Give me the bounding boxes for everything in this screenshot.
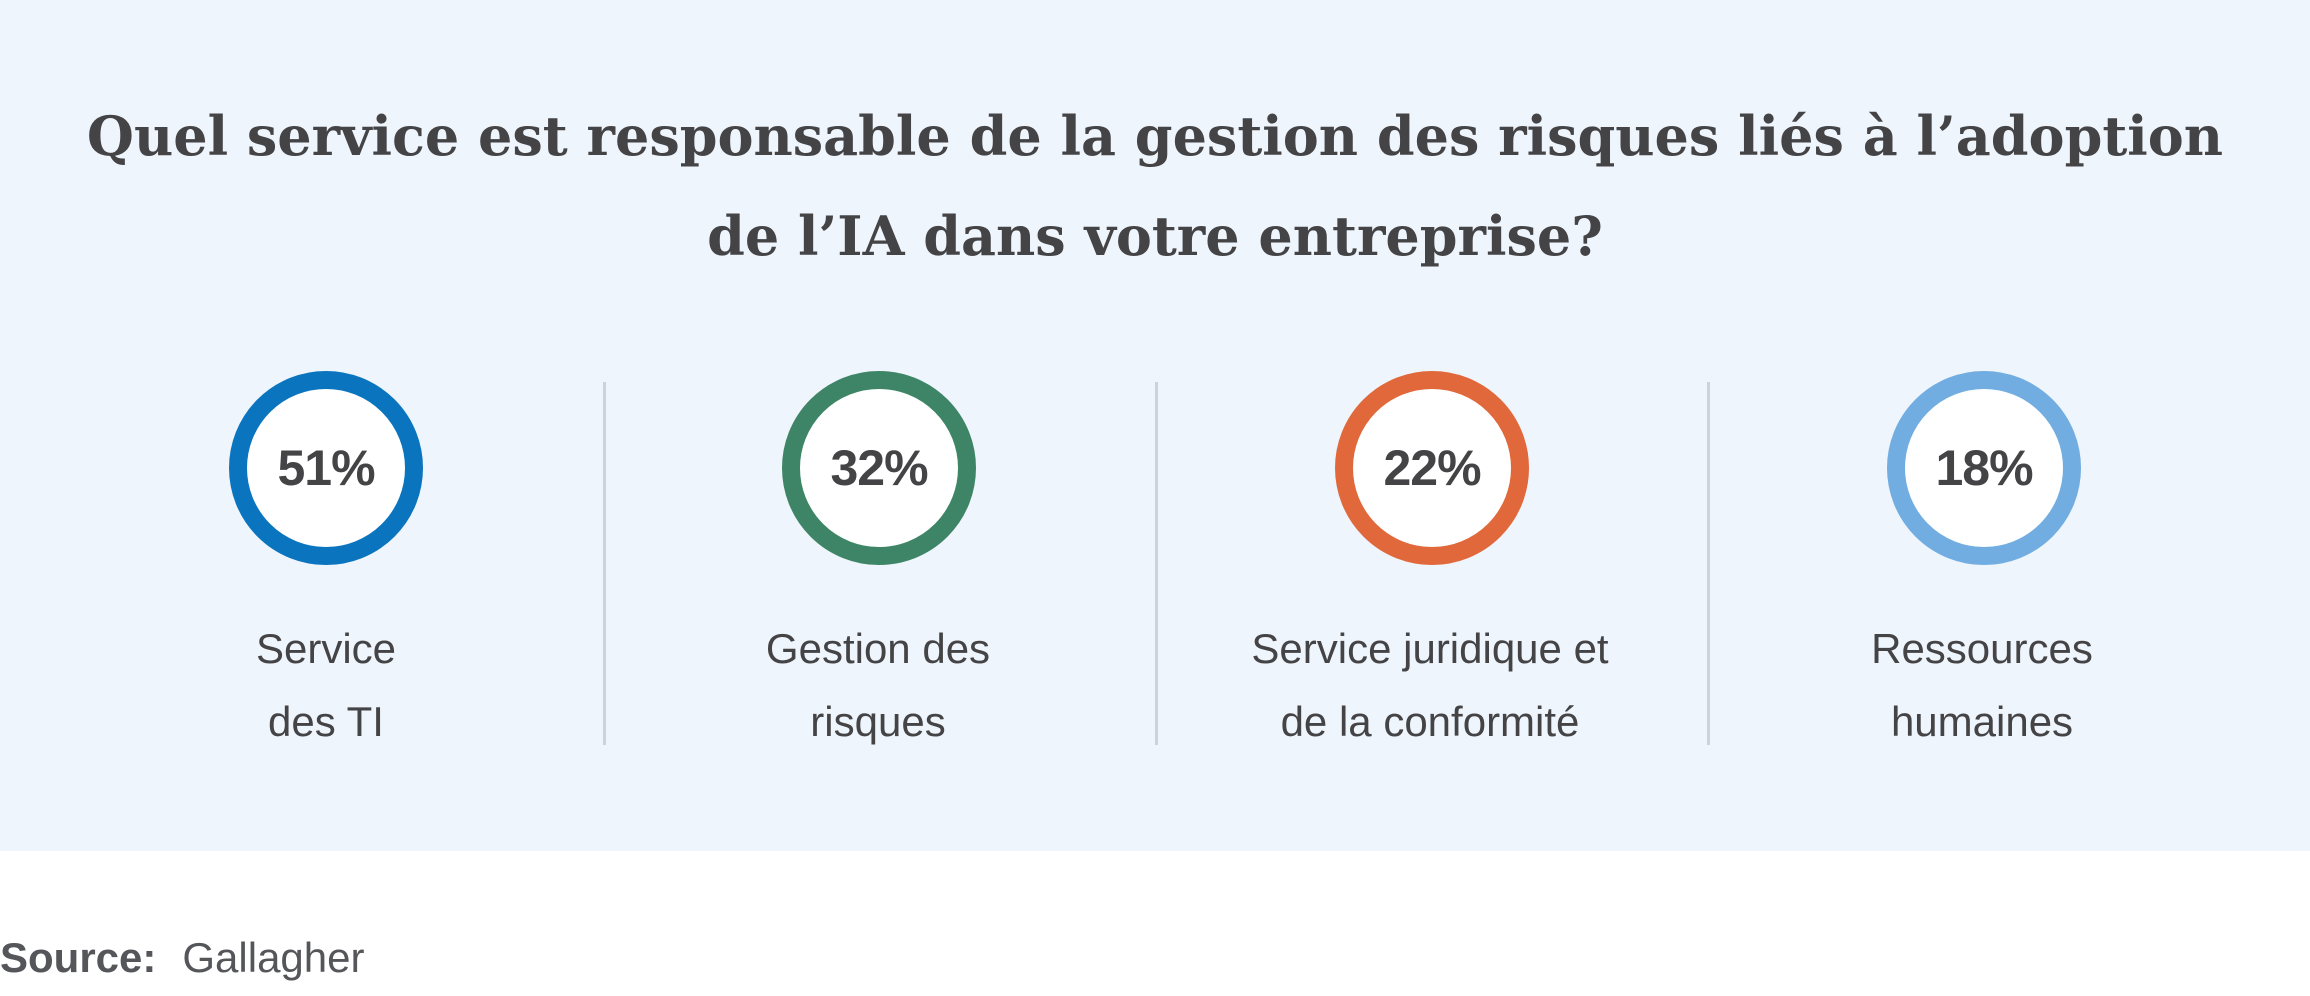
stat-label: Service des TI <box>50 612 602 758</box>
stat-gestion-risques: 32% Gestion des risques <box>602 0 1154 851</box>
stat-ring: 32% <box>782 371 976 565</box>
stat-service-ti: 51% Service des TI <box>50 0 602 851</box>
stat-label: Gestion des risques <box>602 612 1154 758</box>
stat-label-line: Service juridique et <box>1251 625 1609 672</box>
stat-ressources-humaines: 18% Ressources humaines <box>1706 0 2258 851</box>
stat-ring: 22% <box>1335 371 1529 565</box>
stat-ring: 18% <box>1887 371 2081 565</box>
stat-ring: 51% <box>229 371 423 565</box>
stat-label-line: Ressources <box>1871 625 2093 672</box>
stat-label-line: risques <box>810 698 946 745</box>
stat-label: Ressources humaines <box>1706 612 2258 758</box>
stat-label-line: de la conformité <box>1280 698 1580 745</box>
stat-label-line: Gestion des <box>765 625 991 672</box>
column-divider <box>1155 382 1158 745</box>
stat-label-line: des TI <box>268 698 384 745</box>
source-label: Source: <box>0 934 157 981</box>
stat-label: Service juridique et de la conformité <box>1154 612 1706 758</box>
stat-juridique-conformite: 22% Service juridique et de la conformit… <box>1154 0 1706 851</box>
stat-row: 51% Service des TI 32% Gestion des risqu… <box>50 0 2258 851</box>
chart-title: Quel service est responsable de la gesti… <box>86 104 2224 268</box>
source-note: Source: Gallagher <box>0 930 364 986</box>
source-text: Gallagher <box>182 934 365 981</box>
stat-label-line: humaines <box>1890 698 2074 745</box>
stat-label-line: Service <box>255 625 397 672</box>
column-divider <box>1707 382 1710 745</box>
column-divider <box>603 382 606 745</box>
